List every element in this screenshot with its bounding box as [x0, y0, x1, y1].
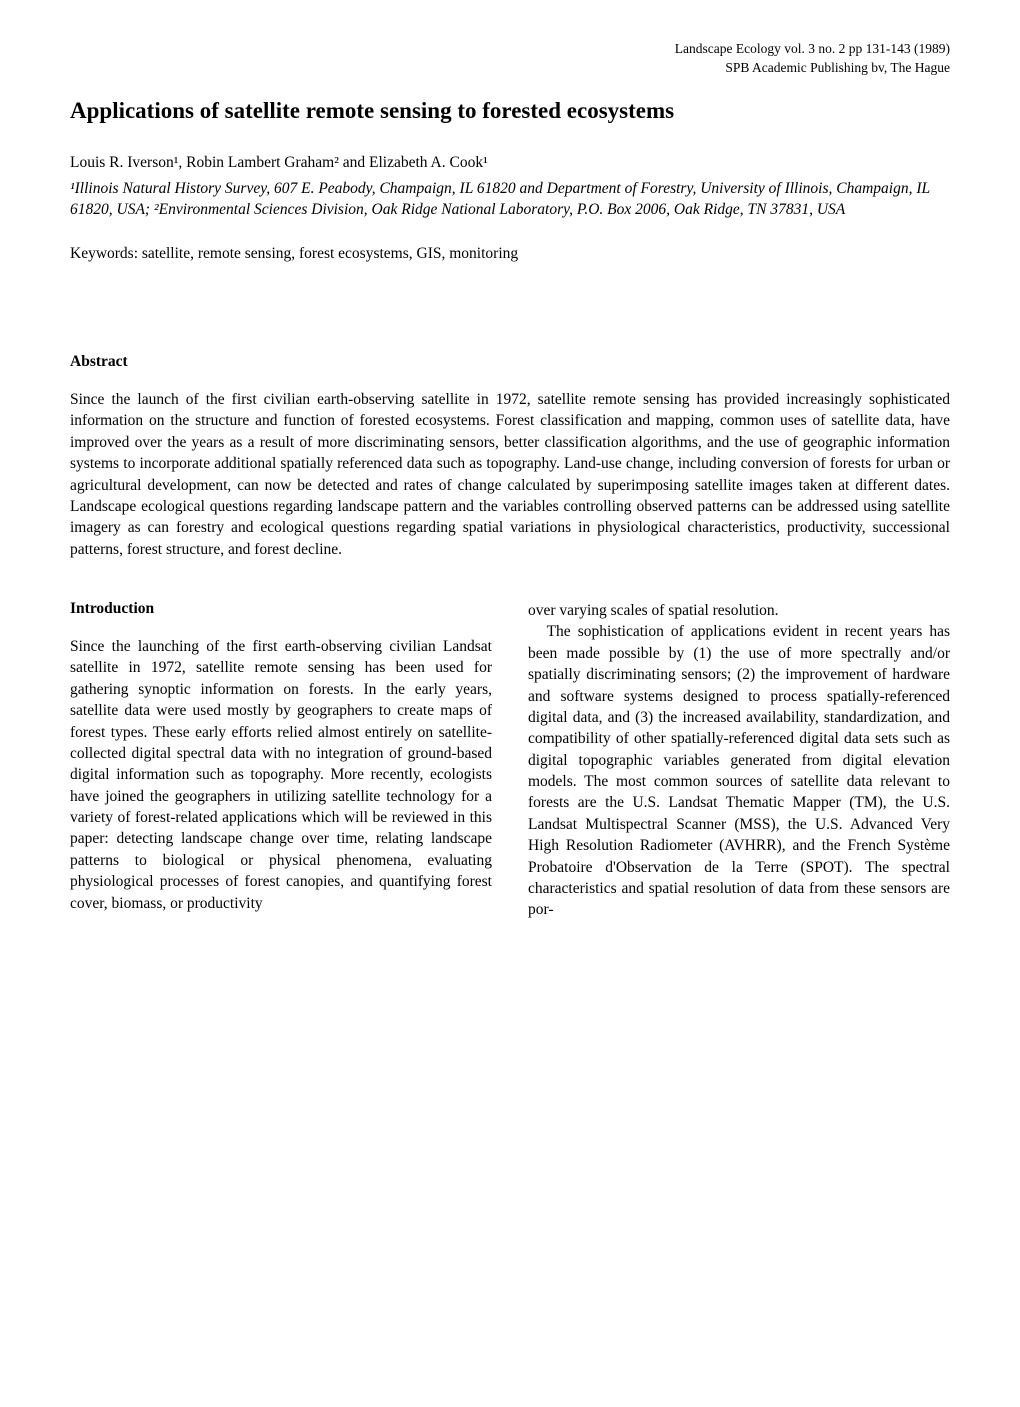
journal-publisher: SPB Academic Publishing bv, The Hague — [70, 59, 950, 78]
keywords: Keywords: satellite, remote sensing, for… — [70, 245, 950, 263]
body-columns: Introduction Since the launching of the … — [70, 600, 950, 921]
authors: Louis R. Iverson¹, Robin Lambert Graham²… — [70, 154, 950, 172]
abstract-heading: Abstract — [70, 353, 950, 371]
article-title: Applications of satellite remote sensing… — [70, 96, 950, 126]
introduction-col1: Since the launching of the first earth-o… — [70, 636, 492, 914]
introduction-heading: Introduction — [70, 600, 492, 618]
affiliations: ¹Illinois Natural History Survey, 607 E.… — [70, 178, 950, 221]
journal-citation: Landscape Ecology vol. 3 no. 2 pp 131-14… — [70, 40, 950, 59]
introduction-col2-continuation: over varying scales of spatial resolutio… — [528, 600, 950, 621]
introduction-col2-p2: The sophistication of applications evide… — [528, 621, 950, 920]
journal-header: Landscape Ecology vol. 3 no. 2 pp 131-14… — [70, 40, 950, 78]
right-column: over varying scales of spatial resolutio… — [528, 600, 950, 921]
left-column: Introduction Since the launching of the … — [70, 600, 492, 921]
abstract-text: Since the launch of the first civilian e… — [70, 389, 950, 560]
